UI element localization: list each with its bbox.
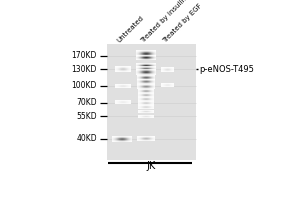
Text: Untreated: Untreated (116, 15, 145, 44)
Text: Treated by EGF: Treated by EGF (162, 3, 203, 44)
Text: 40KD: 40KD (76, 134, 97, 143)
Text: 130KD: 130KD (71, 65, 97, 74)
Text: JK: JK (147, 161, 156, 171)
Text: p-eNOS-T495: p-eNOS-T495 (199, 65, 254, 74)
Text: 170KD: 170KD (71, 51, 97, 60)
Text: Treated by insulin: Treated by insulin (140, 0, 188, 44)
Bar (107, 44, 196, 160)
Text: 100KD: 100KD (71, 81, 97, 90)
Text: 55KD: 55KD (76, 112, 97, 121)
Text: 70KD: 70KD (76, 98, 97, 107)
